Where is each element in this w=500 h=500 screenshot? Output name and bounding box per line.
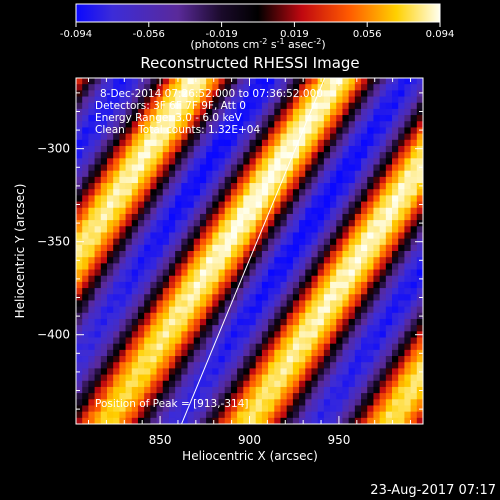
y-tick-label: −350: [37, 235, 70, 249]
colorbar-tick-label: 0.056: [353, 29, 382, 40]
colorbar-tick-label: -0.056: [133, 29, 165, 40]
x-axis-label: Heliocentric X (arcsec): [182, 449, 318, 463]
annotations: 8-Dec-2014 07:26:52.000 to 07:36:52.000 …: [95, 88, 323, 410]
timestamp: 23-Aug-2017 07:17: [370, 483, 496, 498]
plot-area: 850 900 950 −300 −350 −400: [37, 77, 424, 447]
colorbar-tick-label: 0.094: [426, 29, 455, 40]
annotation-time-range: 8-Dec-2014 07:26:52.000 to 07:36:52.000: [100, 88, 323, 100]
chart-title: Reconstructed RHESSI Image: [140, 54, 359, 72]
colorbar-gradient: [75, 3, 441, 23]
annotation-energy-range: Energy Range: 3.0 - 6.0 keV: [95, 112, 243, 124]
axis-ticks: 850 900 950 −300 −350 −400: [37, 78, 423, 447]
colorbar-ticks: -0.094 -0.056 -0.019 0.019 0.056 0.094: [60, 22, 454, 40]
y-tick-label: −400: [37, 328, 70, 342]
x-tick-label: 850: [149, 433, 172, 447]
annotation-clean-counts: Clean Total counts: 1.32E+04: [95, 124, 260, 136]
heatmap: [76, 78, 423, 424]
annotation-peak-position: Position of Peak = [913,-314]: [95, 398, 249, 410]
colorbar: -0.094 -0.056 -0.019 0.019 0.056 0.094 (photo…: [60, 3, 454, 51]
annotation-detectors: Detectors: 3F 6F 7F 9F, Att 0: [95, 100, 246, 112]
x-tick-label: 950: [327, 433, 350, 447]
solar-limb-line: [181, 78, 326, 424]
y-tick-label: −300: [37, 142, 70, 156]
colorbar-units: (photons cm-2 s-1 asec-2): [190, 37, 325, 51]
colorbar-tick-label: -0.094: [60, 29, 92, 40]
colorbar-tick-label: 0.019: [280, 29, 309, 40]
y-axis-label: Heliocentric Y (arcsec): [13, 184, 27, 319]
colorbar-tick-label: -0.019: [205, 29, 237, 40]
x-tick-label: 900: [238, 433, 261, 447]
